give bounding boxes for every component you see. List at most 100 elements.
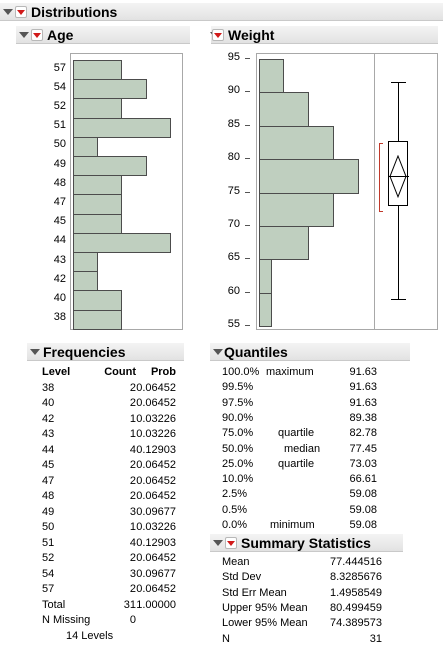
age-bar[interactable] xyxy=(73,232,171,253)
frequencies-title: Frequencies xyxy=(43,344,126,360)
weight-bar[interactable] xyxy=(259,125,334,161)
quantile-label: maximum xyxy=(266,366,314,378)
freq-level-cell: 42 xyxy=(42,412,55,425)
freq-count-cell: 1 xyxy=(129,412,136,425)
red-triangle-menu-icon[interactable] xyxy=(15,6,27,18)
summary-stat-value: 80.499459 xyxy=(330,601,382,614)
red-triangle-menu-icon[interactable] xyxy=(212,29,224,41)
quantile-percent: 0.5% xyxy=(222,503,248,516)
whisker-cap-max xyxy=(391,81,406,83)
freq-count-cell: 1 xyxy=(129,521,136,533)
age-bar[interactable] xyxy=(73,60,122,81)
distributions-title: Distributions xyxy=(31,4,118,20)
weight-bar[interactable] xyxy=(259,226,309,261)
age-bar[interactable] xyxy=(73,156,147,177)
quantile-percent: 90.0% xyxy=(222,411,254,424)
freq-prob-cell: 0.09677 xyxy=(136,505,176,518)
summary-stat-value: 8.3285676 xyxy=(330,571,382,584)
quantile-percent: 99.5% xyxy=(222,381,254,394)
red-triangle-menu-icon[interactable] xyxy=(225,537,237,549)
freq-prob-cell: 0.03226 xyxy=(136,428,176,440)
tick-mark xyxy=(245,158,250,160)
age-bar[interactable] xyxy=(73,290,122,311)
age-tick-label: 40 xyxy=(53,292,66,304)
age-bar[interactable] xyxy=(73,213,122,234)
col-header-level: Level xyxy=(42,366,71,378)
freq-prob-cell: 0.06452 xyxy=(136,474,176,487)
quantile-label: quartile xyxy=(278,457,315,470)
age-tick-label: 57 xyxy=(53,61,66,74)
freq-count-cell: 2 xyxy=(129,583,136,595)
freq-level-cell: 51 xyxy=(42,536,55,549)
red-triangle-menu-icon[interactable] xyxy=(31,29,43,41)
summary-stat-value: 1.4958549 xyxy=(330,586,382,599)
freq-level-cell: 50 xyxy=(42,521,55,533)
tick-mark xyxy=(245,124,250,126)
collapse-triangle-icon[interactable] xyxy=(213,349,223,355)
summary-stat-label: Mean xyxy=(222,556,250,568)
quantile-value: 73.03 xyxy=(349,457,377,470)
quantile-value: 82.78 xyxy=(349,427,377,440)
tick-mark xyxy=(245,325,250,327)
age-bar[interactable] xyxy=(73,117,171,138)
age-bar[interactable] xyxy=(73,252,98,273)
freq-level-cell: 54 xyxy=(42,567,55,580)
weight-bar[interactable] xyxy=(259,92,309,127)
summary-stat-label: Std Err Mean xyxy=(222,586,287,599)
quartile-box[interactable] xyxy=(388,140,408,206)
freq-count-cell: 2 xyxy=(129,459,136,471)
collapse-triangle-icon[interactable] xyxy=(30,349,40,355)
weight-bar[interactable] xyxy=(259,259,272,294)
freq-count-cell: 3 xyxy=(129,567,136,580)
collapse-triangle-icon[interactable] xyxy=(19,32,29,38)
collapse-triangle-icon[interactable] xyxy=(3,9,13,15)
freq-level-cell: 43 xyxy=(42,428,55,440)
tick-mark xyxy=(245,225,250,226)
age-bar[interactable] xyxy=(73,271,98,292)
quantiles-table: 100.0% maximum 91.63 99.5% 91.63 97.5% 91.63 90… xyxy=(222,366,382,531)
weight-bar[interactable] xyxy=(259,192,334,227)
age-bar[interactable] xyxy=(73,309,122,330)
age-bar[interactable] xyxy=(73,136,98,157)
quantile-percent: 25.0% xyxy=(222,457,254,470)
quantile-percent: 100.0% xyxy=(222,366,260,378)
age-histogram[interactable] xyxy=(70,53,183,330)
age-bar[interactable] xyxy=(73,194,122,215)
freq-level-cell: 49 xyxy=(42,505,55,518)
weight-header: Weight xyxy=(210,26,438,44)
summary-statistics-header: Summary Statistics xyxy=(210,534,403,552)
weight-bar[interactable] xyxy=(259,159,359,194)
mean-diamond-shape xyxy=(389,154,407,198)
weight-tick-label: 95 xyxy=(227,51,240,63)
quantile-value: 89.38 xyxy=(349,411,377,424)
age-tick-label: 38 xyxy=(53,311,66,324)
quantile-value: 66.61 xyxy=(349,473,377,486)
weight-bar[interactable] xyxy=(259,59,284,94)
collapse-triangle-icon[interactable] xyxy=(213,540,223,546)
n-missing-label: N Missing xyxy=(42,614,91,626)
distributions-header: Distributions xyxy=(0,3,443,21)
quantile-percent: 10.0% xyxy=(222,473,254,486)
whisker-cap-min xyxy=(391,298,406,300)
n-missing-value: 0 xyxy=(129,614,136,626)
col-header-count: Count xyxy=(104,366,136,378)
quantile-value: 91.63 xyxy=(349,381,377,394)
freq-prob-cell: 0.06452 xyxy=(136,397,176,409)
weight-bar[interactable] xyxy=(259,292,272,328)
age-tick-label: 45 xyxy=(53,215,66,228)
freq-prob-cell: 0.06452 xyxy=(136,552,176,564)
age-bar[interactable] xyxy=(73,175,122,196)
freq-prob-cell: 0.06452 xyxy=(136,381,176,394)
age-bar[interactable] xyxy=(73,98,122,119)
age-tick-label: 48 xyxy=(53,176,66,189)
freq-count-cell: 2 xyxy=(129,381,136,394)
weight-tick-label: 65 xyxy=(227,251,240,264)
weight-tick-label: 80 xyxy=(227,151,240,164)
summary-stat-value: 74.389573 xyxy=(330,617,382,630)
freq-prob-cell: 0.06452 xyxy=(136,459,176,471)
freq-count-cell: 4 xyxy=(129,536,136,549)
freq-prob-cell: 0.12903 xyxy=(136,536,176,549)
weight-histogram-boxplot[interactable] xyxy=(256,53,438,330)
age-bar[interactable] xyxy=(73,79,147,100)
summary-stat-value: 77.444516 xyxy=(330,556,382,568)
